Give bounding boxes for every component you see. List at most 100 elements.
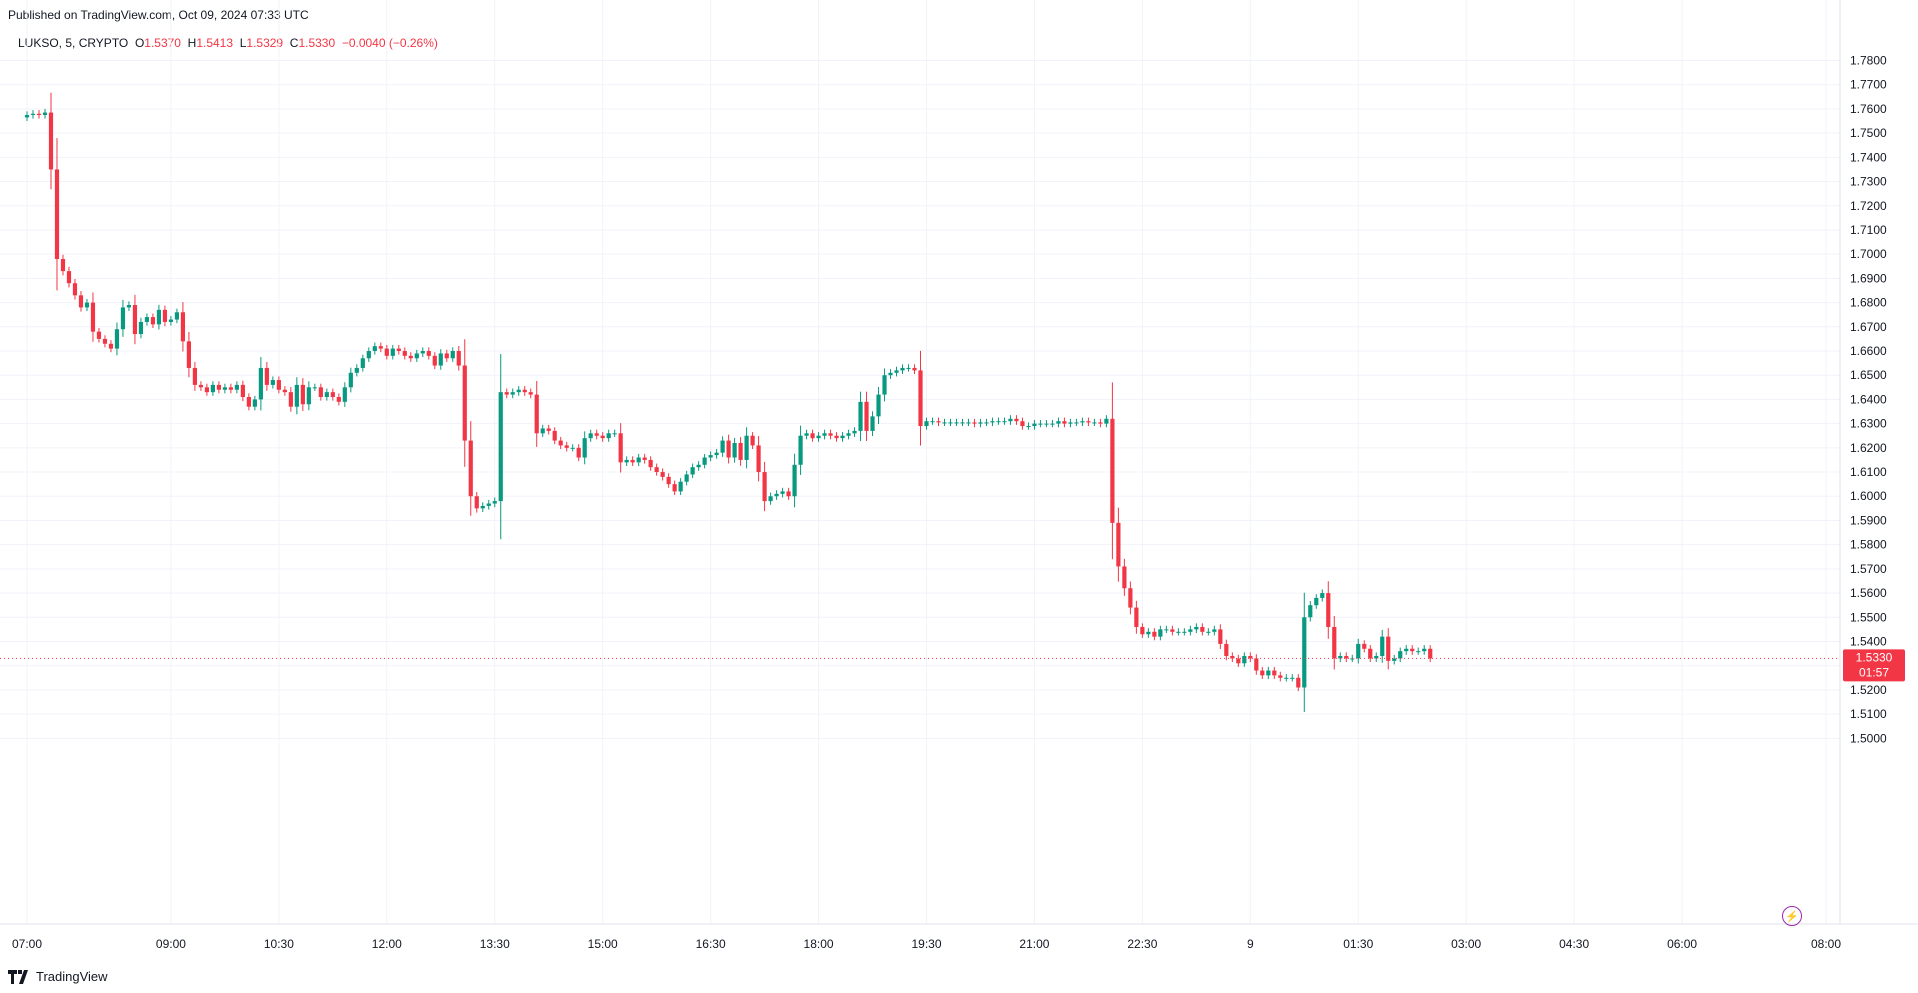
candle	[1224, 639, 1229, 661]
candle	[546, 424, 551, 435]
candle-body	[918, 370, 923, 427]
candle-body	[174, 312, 180, 320]
candle	[816, 432, 821, 442]
candle-body	[768, 496, 773, 502]
footer-brand[interactable]: TradingView	[8, 969, 108, 984]
candle-body	[546, 428, 551, 431]
candle-body	[1068, 422, 1073, 424]
candle-body	[888, 372, 893, 376]
candle-body	[1272, 670, 1277, 676]
candle	[960, 418, 965, 427]
candle-body	[1296, 677, 1301, 688]
candle-body	[816, 435, 821, 439]
legend-symbol[interactable]: LUKSO, 5, CRYPTO	[18, 36, 129, 50]
candle	[1296, 674, 1301, 692]
candle-body	[900, 367, 905, 371]
candle-body	[96, 331, 102, 339]
candle-body	[798, 435, 803, 465]
candle	[654, 463, 659, 476]
candle-body	[330, 392, 335, 397]
candle	[366, 347, 371, 362]
candle-body	[606, 433, 611, 439]
candle	[918, 350, 923, 446]
candle	[1068, 418, 1073, 428]
candle-body	[1278, 675, 1283, 678]
candle	[78, 291, 84, 312]
candle	[732, 437, 737, 463]
candle-body	[1122, 566, 1127, 589]
candle	[636, 453, 641, 466]
candle	[1074, 418, 1079, 427]
candle-body	[834, 435, 839, 439]
candle-body	[84, 302, 90, 308]
candle	[1134, 600, 1139, 634]
candle-body	[1218, 629, 1223, 644]
legend-change: −0.0040 (−0.26%)	[341, 36, 438, 50]
candle	[972, 418, 977, 428]
candle-body	[612, 433, 617, 435]
tradingview-logo-icon	[8, 969, 28, 984]
candle-body	[660, 472, 665, 477]
candle-body	[990, 421, 995, 423]
lightning-icon[interactable]: ⚡	[1782, 906, 1802, 926]
candle	[630, 456, 635, 466]
candle-body	[672, 484, 677, 492]
candle-body	[1098, 422, 1103, 424]
candle-body	[1170, 629, 1175, 632]
candle-body	[810, 433, 815, 439]
candle-body	[984, 422, 989, 424]
candle-body	[942, 422, 947, 424]
candle	[1026, 422, 1031, 430]
candle-body	[648, 459, 653, 468]
legend-close-value: 1.5330	[298, 36, 336, 50]
candle-body	[654, 467, 659, 473]
candle	[678, 478, 683, 496]
candle-body	[1410, 648, 1415, 652]
candle-body	[846, 433, 851, 436]
candle	[114, 322, 120, 356]
candle	[534, 381, 539, 447]
bar-countdown: 01:57	[1859, 665, 1889, 679]
candle-body	[1344, 656, 1349, 659]
time-axis[interactable]: 07:00 09:00 10:30 12:00 13:30 15:00 16:30 18:00…	[12, 937, 1841, 951]
candle-body	[354, 367, 359, 373]
price-tick-label: 1.7300	[1850, 175, 1887, 189]
candle-body	[1134, 607, 1139, 627]
candle	[1272, 666, 1277, 680]
price-axis[interactable]: 1.50001.51001.52001.53001.54001.55001.56…	[1850, 54, 1887, 746]
legend-open-label: O	[134, 36, 145, 50]
candle-body	[1386, 636, 1391, 661]
candle-body	[1182, 631, 1187, 633]
candle-body	[1110, 418, 1115, 523]
candle-body	[282, 389, 287, 393]
candle	[522, 386, 527, 396]
candle	[870, 411, 875, 436]
candle-body	[600, 435, 605, 439]
candle-body	[774, 493, 779, 497]
candle-body	[336, 397, 341, 402]
candle	[1122, 558, 1127, 596]
candle-body	[1176, 631, 1181, 633]
price-tick-label: 1.6500	[1850, 368, 1887, 382]
candle-body	[564, 445, 569, 448]
price-tick-label: 1.5600	[1850, 586, 1887, 600]
candle	[450, 347, 455, 362]
time-tick-label: 10:30	[264, 937, 294, 951]
candle-body	[414, 353, 419, 359]
candle-body	[684, 474, 689, 482]
candle	[48, 92, 54, 190]
candle-body	[462, 365, 467, 441]
candle-body	[276, 380, 281, 390]
last-price-tag: 1.5330 01:57	[1843, 649, 1905, 682]
candle	[1416, 647, 1421, 655]
candle	[24, 111, 30, 122]
candle	[1092, 418, 1097, 427]
candle	[396, 344, 401, 355]
candle-body	[1128, 588, 1133, 608]
legend-open-value: 1.5370	[144, 36, 181, 50]
candle	[1014, 415, 1019, 425]
candle-body	[348, 372, 353, 388]
candle	[186, 332, 192, 378]
candle-body	[300, 384, 305, 405]
